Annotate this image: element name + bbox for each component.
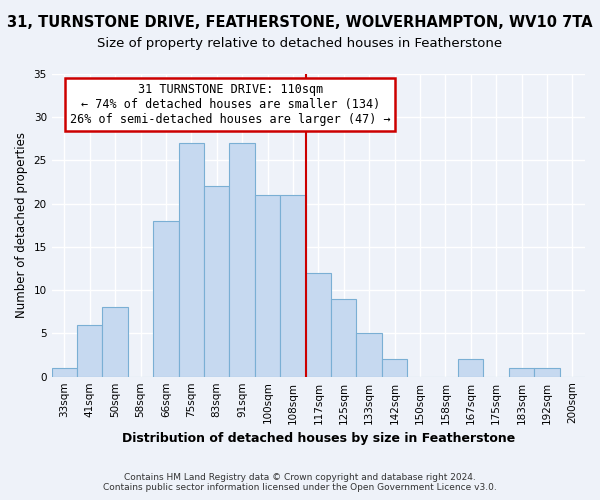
Text: Contains HM Land Registry data © Crown copyright and database right 2024.
Contai: Contains HM Land Registry data © Crown c… (103, 473, 497, 492)
Bar (305, 273, 331, 376)
Bar (204, 186, 229, 376)
Text: 31 TURNSTONE DRIVE: 110sqm
← 74% of detached houses are smaller (134)
26% of sem: 31 TURNSTONE DRIVE: 110sqm ← 74% of deta… (70, 83, 391, 126)
Bar (458, 360, 484, 376)
Bar (229, 143, 255, 376)
Bar (153, 221, 179, 376)
Bar (382, 360, 407, 376)
Bar (52, 368, 77, 376)
Text: 31, TURNSTONE DRIVE, FEATHERSTONE, WOLVERHAMPTON, WV10 7TA: 31, TURNSTONE DRIVE, FEATHERSTONE, WOLVE… (7, 15, 593, 30)
X-axis label: Distribution of detached houses by size in Featherstone: Distribution of detached houses by size … (122, 432, 515, 445)
Bar (534, 368, 560, 376)
Bar (77, 325, 103, 376)
Bar (331, 299, 356, 376)
Bar (103, 308, 128, 376)
Bar (179, 143, 204, 376)
Y-axis label: Number of detached properties: Number of detached properties (15, 132, 28, 318)
Bar (356, 334, 382, 376)
Bar (509, 368, 534, 376)
Bar (255, 195, 280, 376)
Text: Size of property relative to detached houses in Featherstone: Size of property relative to detached ho… (97, 38, 503, 51)
Bar (280, 195, 305, 376)
